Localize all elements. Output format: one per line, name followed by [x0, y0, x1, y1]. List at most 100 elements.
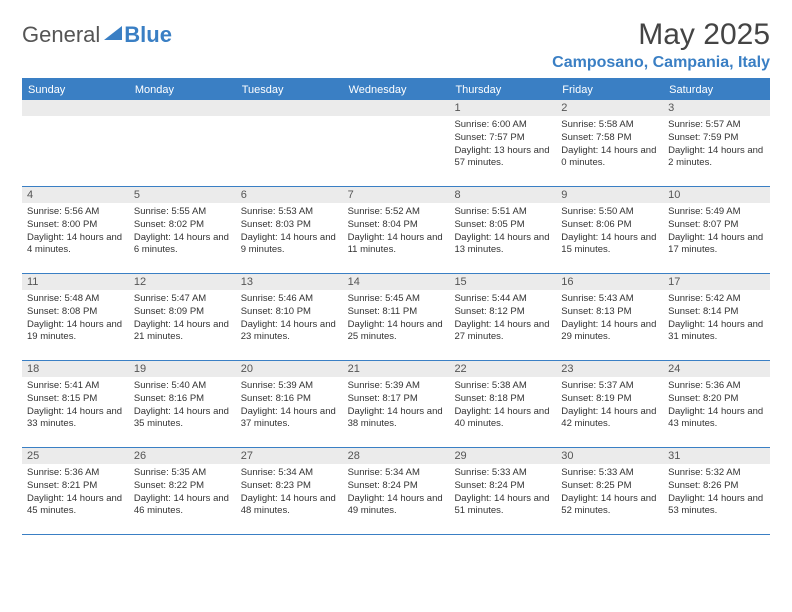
day-number: 17	[663, 274, 770, 290]
day-cell: 11Sunrise: 5:48 AMSunset: 8:08 PMDayligh…	[22, 274, 129, 360]
day-number: 18	[22, 361, 129, 377]
week-row: 11Sunrise: 5:48 AMSunset: 8:08 PMDayligh…	[22, 274, 770, 361]
day-number: 9	[556, 187, 663, 203]
day-line: Sunset: 8:26 PM	[668, 480, 765, 493]
day-body: Sunrise: 5:33 AMSunset: 8:25 PMDaylight:…	[556, 464, 663, 521]
day-body: Sunrise: 5:41 AMSunset: 8:15 PMDaylight:…	[22, 377, 129, 434]
day-body: Sunrise: 5:37 AMSunset: 8:19 PMDaylight:…	[556, 377, 663, 434]
day-header-saturday: Saturday	[663, 80, 770, 100]
day-cell: 21Sunrise: 5:39 AMSunset: 8:17 PMDayligh…	[343, 361, 450, 447]
day-header-tuesday: Tuesday	[236, 80, 343, 100]
day-body: Sunrise: 5:42 AMSunset: 8:14 PMDaylight:…	[663, 290, 770, 347]
day-line: Daylight: 14 hours and 29 minutes.	[561, 319, 658, 345]
day-body: Sunrise: 6:00 AMSunset: 7:57 PMDaylight:…	[449, 116, 556, 173]
day-line: Daylight: 14 hours and 25 minutes.	[348, 319, 445, 345]
day-line: Sunrise: 5:36 AM	[27, 467, 124, 480]
day-line: Sunset: 8:11 PM	[348, 306, 445, 319]
day-line: Sunrise: 5:53 AM	[241, 206, 338, 219]
day-line: Daylight: 14 hours and 33 minutes.	[27, 406, 124, 432]
day-cell: 17Sunrise: 5:42 AMSunset: 8:14 PMDayligh…	[663, 274, 770, 360]
day-line: Sunrise: 5:38 AM	[454, 380, 551, 393]
day-line: Daylight: 14 hours and 9 minutes.	[241, 232, 338, 258]
day-body: Sunrise: 5:58 AMSunset: 7:58 PMDaylight:…	[556, 116, 663, 173]
day-line: Daylight: 14 hours and 19 minutes.	[27, 319, 124, 345]
day-body: Sunrise: 5:38 AMSunset: 8:18 PMDaylight:…	[449, 377, 556, 434]
day-number	[129, 100, 236, 116]
day-line: Daylight: 14 hours and 21 minutes.	[134, 319, 231, 345]
day-line: Sunset: 8:17 PM	[348, 393, 445, 406]
day-body: Sunrise: 5:45 AMSunset: 8:11 PMDaylight:…	[343, 290, 450, 347]
day-line: Daylight: 14 hours and 2 minutes.	[668, 145, 765, 171]
day-line: Daylight: 14 hours and 42 minutes.	[561, 406, 658, 432]
day-line: Sunset: 8:06 PM	[561, 219, 658, 232]
day-line: Sunrise: 5:52 AM	[348, 206, 445, 219]
day-body: Sunrise: 5:43 AMSunset: 8:13 PMDaylight:…	[556, 290, 663, 347]
day-line: Sunrise: 5:33 AM	[454, 467, 551, 480]
day-body: Sunrise: 5:50 AMSunset: 8:06 PMDaylight:…	[556, 203, 663, 260]
day-body: Sunrise: 5:48 AMSunset: 8:08 PMDaylight:…	[22, 290, 129, 347]
day-header-wednesday: Wednesday	[343, 80, 450, 100]
day-line: Sunrise: 5:44 AM	[454, 293, 551, 306]
day-number: 21	[343, 361, 450, 377]
week-row: 4Sunrise: 5:56 AMSunset: 8:00 PMDaylight…	[22, 187, 770, 274]
day-number: 27	[236, 448, 343, 464]
day-body: Sunrise: 5:49 AMSunset: 8:07 PMDaylight:…	[663, 203, 770, 260]
day-line: Daylight: 14 hours and 13 minutes.	[454, 232, 551, 258]
day-cell: 9Sunrise: 5:50 AMSunset: 8:06 PMDaylight…	[556, 187, 663, 273]
day-body: Sunrise: 5:39 AMSunset: 8:16 PMDaylight:…	[236, 377, 343, 434]
day-body: Sunrise: 5:51 AMSunset: 8:05 PMDaylight:…	[449, 203, 556, 260]
day-cell: 13Sunrise: 5:46 AMSunset: 8:10 PMDayligh…	[236, 274, 343, 360]
day-body: Sunrise: 5:52 AMSunset: 8:04 PMDaylight:…	[343, 203, 450, 260]
day-number	[236, 100, 343, 116]
day-body: Sunrise: 5:34 AMSunset: 8:23 PMDaylight:…	[236, 464, 343, 521]
day-header-sunday: Sunday	[22, 80, 129, 100]
day-cell: 28Sunrise: 5:34 AMSunset: 8:24 PMDayligh…	[343, 448, 450, 534]
day-body	[22, 116, 129, 122]
day-cell: 16Sunrise: 5:43 AMSunset: 8:13 PMDayligh…	[556, 274, 663, 360]
day-body: Sunrise: 5:46 AMSunset: 8:10 PMDaylight:…	[236, 290, 343, 347]
day-line: Daylight: 14 hours and 4 minutes.	[27, 232, 124, 258]
day-line: Sunset: 8:24 PM	[348, 480, 445, 493]
day-line: Sunrise: 5:33 AM	[561, 467, 658, 480]
day-body: Sunrise: 5:34 AMSunset: 8:24 PMDaylight:…	[343, 464, 450, 521]
day-number: 30	[556, 448, 663, 464]
day-number: 26	[129, 448, 236, 464]
day-header-monday: Monday	[129, 80, 236, 100]
header: General Blue May 2025 Camposano, Campani…	[22, 18, 770, 72]
day-body: Sunrise: 5:55 AMSunset: 8:02 PMDaylight:…	[129, 203, 236, 260]
day-body	[129, 116, 236, 122]
day-cell: 1Sunrise: 6:00 AMSunset: 7:57 PMDaylight…	[449, 100, 556, 186]
day-number: 31	[663, 448, 770, 464]
day-body: Sunrise: 5:56 AMSunset: 8:00 PMDaylight:…	[22, 203, 129, 260]
day-cell: 7Sunrise: 5:52 AMSunset: 8:04 PMDaylight…	[343, 187, 450, 273]
day-cell: 10Sunrise: 5:49 AMSunset: 8:07 PMDayligh…	[663, 187, 770, 273]
day-cell: 4Sunrise: 5:56 AMSunset: 8:00 PMDaylight…	[22, 187, 129, 273]
day-number: 19	[129, 361, 236, 377]
day-body: Sunrise: 5:33 AMSunset: 8:24 PMDaylight:…	[449, 464, 556, 521]
day-cell: 12Sunrise: 5:47 AMSunset: 8:09 PMDayligh…	[129, 274, 236, 360]
day-line: Sunset: 8:25 PM	[561, 480, 658, 493]
day-header-thursday: Thursday	[449, 80, 556, 100]
day-number: 28	[343, 448, 450, 464]
day-number: 8	[449, 187, 556, 203]
day-header-friday: Friday	[556, 80, 663, 100]
day-line: Sunrise: 5:40 AM	[134, 380, 231, 393]
day-number: 13	[236, 274, 343, 290]
day-number: 14	[343, 274, 450, 290]
day-number: 10	[663, 187, 770, 203]
day-line: Sunset: 8:05 PM	[454, 219, 551, 232]
day-line: Daylight: 14 hours and 6 minutes.	[134, 232, 231, 258]
logo-triangle-icon	[104, 26, 122, 40]
logo-text-blue: Blue	[124, 22, 172, 48]
weeks-container: 1Sunrise: 6:00 AMSunset: 7:57 PMDaylight…	[22, 100, 770, 535]
day-number: 6	[236, 187, 343, 203]
day-cell: 25Sunrise: 5:36 AMSunset: 8:21 PMDayligh…	[22, 448, 129, 534]
day-line: Sunset: 8:16 PM	[134, 393, 231, 406]
day-body: Sunrise: 5:40 AMSunset: 8:16 PMDaylight:…	[129, 377, 236, 434]
day-number: 20	[236, 361, 343, 377]
day-cell: 19Sunrise: 5:40 AMSunset: 8:16 PMDayligh…	[129, 361, 236, 447]
day-line: Daylight: 14 hours and 37 minutes.	[241, 406, 338, 432]
day-line: Daylight: 13 hours and 57 minutes.	[454, 145, 551, 171]
day-line: Daylight: 14 hours and 35 minutes.	[134, 406, 231, 432]
day-line: Sunrise: 5:34 AM	[348, 467, 445, 480]
